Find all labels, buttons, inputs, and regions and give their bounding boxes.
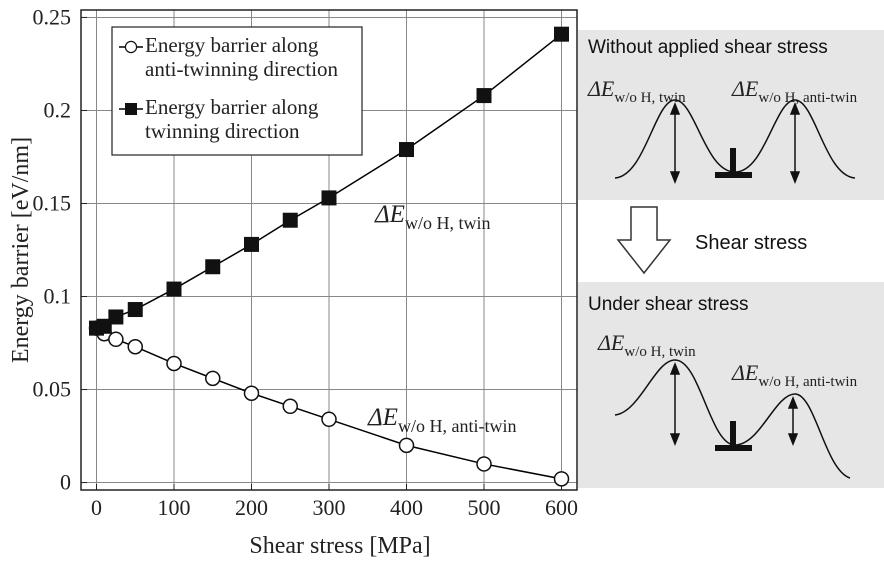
- barrier-arrows: [669, 101, 801, 185]
- arrow-label: Shear stress: [695, 232, 807, 254]
- marker: [476, 456, 492, 472]
- barrier-arrows: [669, 361, 799, 447]
- legend-label: Energy barrier along anti-twinning direc…: [145, 33, 339, 81]
- marker: [398, 437, 415, 454]
- dislocation: [715, 148, 752, 178]
- x-tick-label: 600: [545, 495, 578, 520]
- marker: [476, 88, 492, 104]
- y-axis-title: Energy barrier [eV/nm]: [8, 137, 34, 363]
- y-tick-label: 0.2: [44, 97, 72, 122]
- marker: [127, 302, 143, 318]
- down-arrow: [616, 206, 672, 275]
- annotation: ΔEw/o H, twin: [374, 201, 490, 233]
- x-tick-label: 0: [91, 495, 102, 520]
- annotation: ΔEw/o H, anti-twin: [367, 404, 516, 436]
- marker: [553, 471, 570, 487]
- y-tick-label: 0.1: [44, 284, 72, 309]
- barrier-label: ΔEw/o H, anti-twin: [731, 360, 858, 390]
- marker: [108, 331, 124, 348]
- y-tick-label: 0.15: [33, 190, 72, 215]
- plot-frame: [80, 9, 578, 491]
- marker: [243, 385, 260, 402]
- marker: [108, 309, 124, 325]
- plot: 0 0.05 0.1 0.15 0.2 0.25 0 100 200 300 400 500 600 En…: [33, 4, 579, 520]
- panel-title: Under shear stress: [588, 294, 749, 315]
- marker: [166, 355, 182, 372]
- legend-label: Energy barrier along twinning direction: [145, 95, 319, 143]
- x-tick-label: 100: [158, 495, 191, 520]
- marker: [321, 411, 337, 428]
- marker: [244, 236, 259, 252]
- barrier-label: ΔEw/o H, twin: [597, 330, 696, 360]
- panel-title: Without applied shear stress: [588, 37, 828, 58]
- dislocation: [715, 421, 752, 451]
- y-tick-label: 0.25: [33, 4, 72, 29]
- x-axis-title: Shear stress [MPa]: [249, 533, 430, 559]
- legend-marker: [124, 40, 138, 54]
- marker: [321, 190, 337, 206]
- panel-bottom: [578, 282, 884, 488]
- x-tick-label: 200: [235, 495, 268, 520]
- marker: [96, 318, 112, 334]
- legend: Energy barrier along anti-twinning direc…: [111, 26, 363, 156]
- y-tick-label: 0.05: [33, 377, 72, 402]
- marker: [554, 26, 569, 42]
- marker: [282, 212, 298, 228]
- marker: [282, 398, 298, 415]
- legend-entry: Energy barrier along anti-twinning direc…: [145, 33, 339, 81]
- y-tick-label: 0: [60, 470, 71, 495]
- x-tick-label: 400: [390, 495, 423, 520]
- marker: [127, 338, 143, 355]
- barrier-label: ΔEw/o H, twin: [587, 76, 686, 106]
- marker: [166, 281, 182, 297]
- marker: [205, 370, 221, 387]
- barrier-label: ΔEw/o H, anti-twin: [731, 76, 858, 106]
- legend-entry: Energy barrier along twinning direction: [145, 95, 319, 143]
- marker: [399, 142, 414, 158]
- marker: [205, 259, 221, 275]
- x-tick-label: 300: [313, 495, 346, 520]
- x-tick-label: 500: [468, 495, 501, 520]
- legend-box: [111, 26, 363, 156]
- legend-marker: [125, 103, 137, 115]
